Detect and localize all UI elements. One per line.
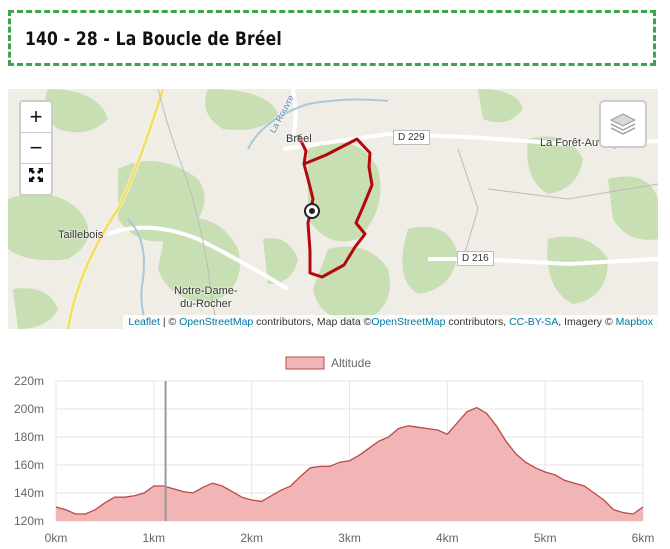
- road-label-d229: D 229: [393, 130, 430, 145]
- road-label-d216: D 216: [457, 251, 494, 266]
- x-tick-label: 6km: [632, 531, 655, 545]
- altitude-area: [56, 407, 643, 521]
- route-track: [296, 134, 374, 279]
- fullscreen-icon: [29, 168, 43, 182]
- map-label-notre-dame-line2: du-Rocher: [180, 298, 232, 310]
- map[interactable]: Bréel La Forêt-Auvray Taillebois Notre-D…: [8, 89, 658, 329]
- altitude-line: [55, 406, 644, 515]
- legend-label: Altitude: [331, 356, 371, 370]
- title-panel: 140 - 28 - La Boucle de Bréel: [8, 10, 656, 66]
- y-tick-label: 160m: [14, 458, 44, 472]
- mapbox-link[interactable]: Mapbox: [615, 316, 653, 328]
- license-link[interactable]: CC-BY-SA: [509, 316, 559, 328]
- zoom-out-button[interactable]: −: [21, 133, 51, 164]
- chart-legend[interactable]: Altitude: [285, 356, 371, 370]
- zoom-in-button[interactable]: +: [21, 102, 51, 133]
- y-tick-label: 220m: [14, 374, 44, 388]
- leaflet-link[interactable]: Leaflet: [128, 316, 160, 328]
- y-tick-label: 140m: [14, 486, 44, 500]
- map-label-breel: Bréel: [286, 133, 312, 145]
- attrib-text-2: contributors,: [445, 316, 510, 328]
- fullscreen-button[interactable]: [21, 164, 51, 194]
- osm-link-2[interactable]: OpenStreetMap: [371, 316, 446, 328]
- x-axis-ticks: 0km 1km 2km 3km 4km 5km 6km: [45, 531, 655, 545]
- map-label-taillebois: Taillebois: [58, 229, 104, 241]
- y-tick-label: 120m: [14, 514, 44, 528]
- y-tick-label: 180m: [14, 430, 44, 444]
- attrib-text-3: , Imagery ©: [558, 316, 616, 328]
- y-axis-ticks: 120m 140m 160m 180m 200m 220m: [14, 374, 44, 528]
- elevation-chart[interactable]: Altitude 120m 140m 160m 180m 200m 220m 0km 1km…: [0, 345, 670, 549]
- layers-button[interactable]: [599, 100, 647, 148]
- layers-icon: [609, 113, 637, 135]
- zoom-control: + −: [19, 100, 53, 196]
- x-tick-label: 5km: [534, 531, 557, 545]
- location-marker-icon[interactable]: [304, 203, 320, 219]
- x-tick-label: 4km: [436, 531, 459, 545]
- x-tick-label: 3km: [338, 531, 361, 545]
- x-tick-label: 0km: [45, 531, 68, 545]
- map-label-notre-dame-line1: Notre-Dame-: [174, 285, 238, 297]
- attrib-sep: | ©: [159, 316, 180, 328]
- map-label-notre-dame: Notre-Dame- du-Rocher: [174, 285, 238, 311]
- legend-swatch: [285, 356, 325, 370]
- page-title: 140 - 28 - La Boucle de Bréel: [25, 28, 282, 50]
- x-tick-label: 2km: [240, 531, 263, 545]
- x-tick-label: 1km: [142, 531, 165, 545]
- attrib-text-1: contributors, Map data ©: [253, 316, 372, 328]
- map-tiles: [8, 89, 658, 329]
- y-tick-label: 200m: [14, 402, 44, 416]
- osm-link[interactable]: OpenStreetMap: [179, 316, 254, 328]
- map-attribution: Leaflet | © OpenStreetMap contributors, …: [123, 315, 658, 329]
